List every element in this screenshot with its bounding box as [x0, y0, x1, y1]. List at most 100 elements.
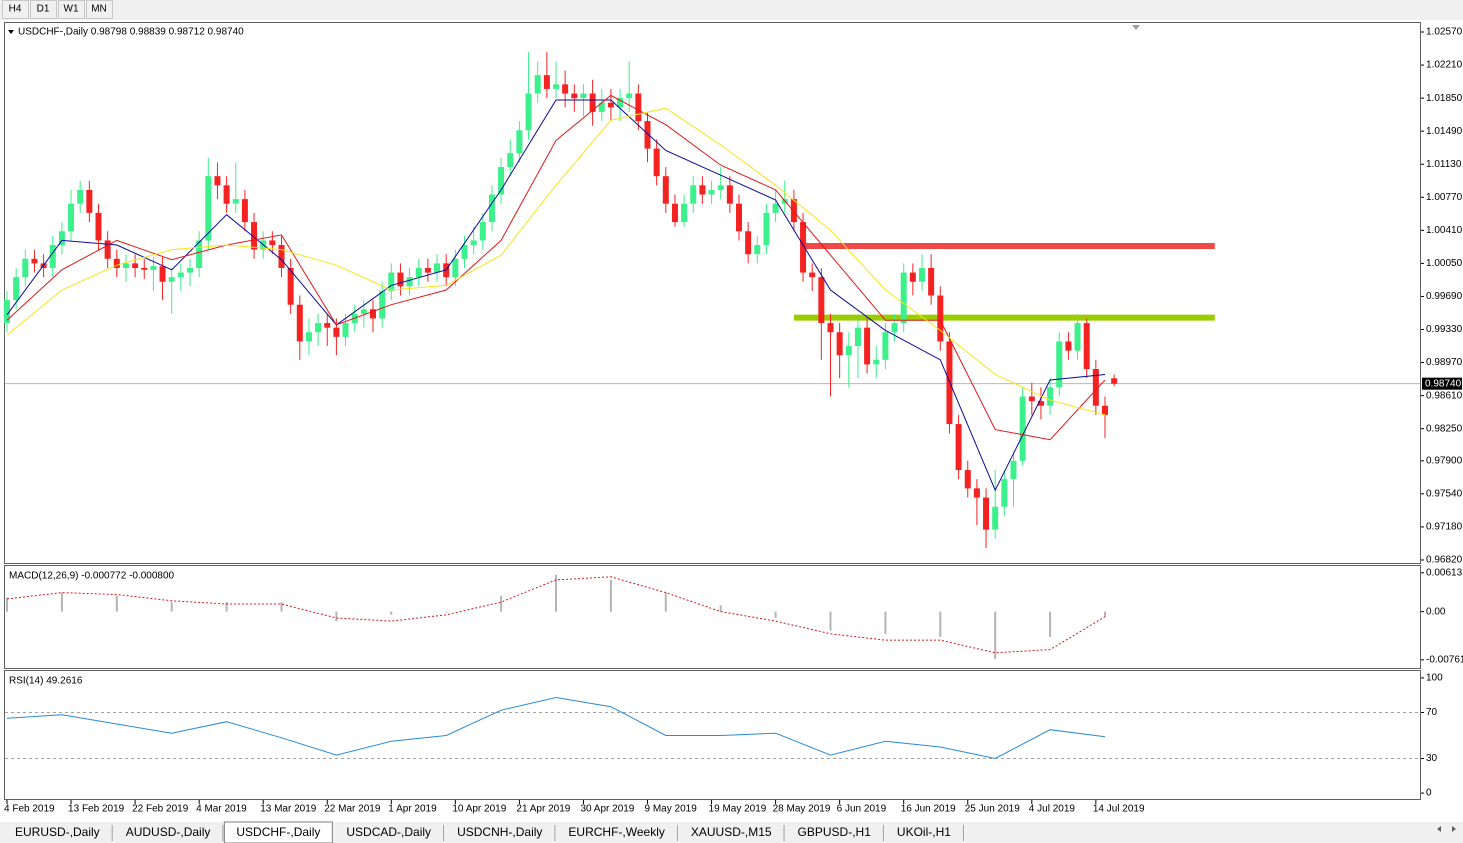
macd-bar	[280, 602, 283, 612]
candle-body	[562, 84, 569, 94]
candle-body	[379, 290, 386, 319]
candle-body	[214, 176, 221, 186]
candle-body	[790, 199, 797, 223]
x-tick-label: 4 Mar 2019	[196, 804, 247, 815]
y-tick-label: 1.01490	[1426, 126, 1463, 137]
candle-body	[397, 272, 404, 287]
candle-body	[662, 176, 669, 204]
candle-body	[964, 469, 971, 489]
candle-body	[278, 245, 285, 268]
candle-body	[919, 267, 925, 282]
y-tick-label: 0.99330	[1426, 324, 1463, 335]
main-panel	[4, 22, 1421, 564]
candle-body	[983, 497, 990, 530]
candle-body	[251, 222, 258, 250]
candle-body	[800, 222, 807, 273]
timeframe-button[interactable]	[86, 0, 113, 19]
candle-body	[68, 203, 75, 232]
tab[interactable]	[785, 824, 883, 842]
candle-body	[671, 203, 678, 223]
candle-body	[296, 304, 303, 342]
candle-body	[434, 263, 441, 273]
candle-body	[324, 323, 331, 328]
candle-body	[479, 222, 486, 241]
macd-signal	[6, 576, 1106, 654]
x-tick-label: 19 May 2019	[709, 804, 767, 815]
candle-body	[241, 199, 248, 223]
y-tick-label: 0.97180	[1426, 522, 1463, 533]
candle-body	[1065, 341, 1072, 351]
scroll-left[interactable]	[1437, 826, 1441, 832]
tab[interactable]	[223, 821, 333, 843]
tab-label: XAUUSD-,M15	[691, 825, 772, 839]
tab[interactable]	[445, 824, 555, 842]
candle-body	[1092, 368, 1099, 406]
candle-body	[370, 309, 376, 319]
timeframe-label: D1	[37, 4, 50, 15]
macd-bar	[1049, 611, 1052, 637]
candle-body	[909, 272, 916, 282]
candle-body	[452, 258, 459, 278]
candle-body	[736, 203, 742, 232]
x-tick-label: 14 Jul 2019	[1093, 804, 1145, 815]
candle-body	[553, 84, 559, 89]
macd-bar	[939, 611, 942, 637]
y-tick-label: 1.00050	[1426, 258, 1463, 269]
candle-body	[187, 267, 193, 273]
macd-bar	[884, 611, 887, 634]
candle-body	[232, 199, 239, 204]
tab[interactable]	[113, 824, 223, 842]
candle-body	[589, 93, 596, 112]
candle-body	[177, 272, 184, 278]
timeframe-label: H4	[9, 4, 22, 15]
candle-body	[122, 263, 129, 268]
tab[interactable]	[334, 824, 444, 842]
tab[interactable]	[556, 824, 677, 842]
candle-body	[1047, 387, 1054, 406]
timeframe-button[interactable]	[30, 0, 57, 19]
candle-body	[854, 327, 861, 347]
macd-bar	[1104, 611, 1106, 617]
candle-body	[223, 185, 230, 204]
candle-body	[882, 332, 889, 360]
timeframe-label: MN	[91, 4, 107, 15]
y-tick-label: 0.97540	[1426, 489, 1463, 500]
timeframe-button[interactable]	[58, 0, 85, 19]
candle-body	[644, 121, 651, 149]
candle-body	[891, 323, 898, 333]
candle-body	[22, 258, 29, 278]
candle-body	[681, 203, 688, 223]
candle-body	[745, 231, 752, 255]
tab[interactable]	[884, 824, 963, 842]
y-tick-label: 1.02570	[1426, 27, 1463, 38]
y-tick-label: -0.007612	[1426, 654, 1463, 665]
tab-label: USDCHF-,Daily	[236, 825, 320, 839]
candle-body	[873, 359, 880, 365]
candle-body	[845, 346, 852, 356]
tab[interactable]	[3, 824, 112, 842]
scroll-right[interactable]	[1452, 826, 1456, 832]
tab[interactable]	[678, 824, 784, 842]
x-tick-label: 22 Feb 2019	[132, 804, 189, 815]
timeframe-button[interactable]	[2, 0, 29, 19]
candle-body	[470, 240, 477, 246]
moving-average	[6, 99, 1106, 492]
y-tick-label: 30	[1426, 753, 1438, 764]
current-price-label: 0.98740	[1425, 378, 1462, 389]
y-tick-label: 1.01850	[1426, 93, 1463, 104]
candle-body	[13, 277, 20, 301]
x-tick-label: 28 May 2019	[773, 804, 831, 815]
y-tick-label: 100	[1426, 673, 1443, 684]
candle-body	[132, 263, 139, 268]
y-tick-label: 0.98250	[1426, 423, 1463, 434]
x-tick-label: 25 Jun 2019	[965, 804, 1020, 815]
macd-bar	[335, 611, 338, 622]
macd-bar	[6, 597, 8, 612]
y-tick-label: 0.97900	[1426, 455, 1463, 466]
candle-body	[342, 323, 349, 337]
candle-body	[699, 185, 706, 195]
candle-body	[754, 245, 761, 255]
candle-body	[1111, 378, 1118, 384]
macd-bar	[390, 611, 393, 615]
